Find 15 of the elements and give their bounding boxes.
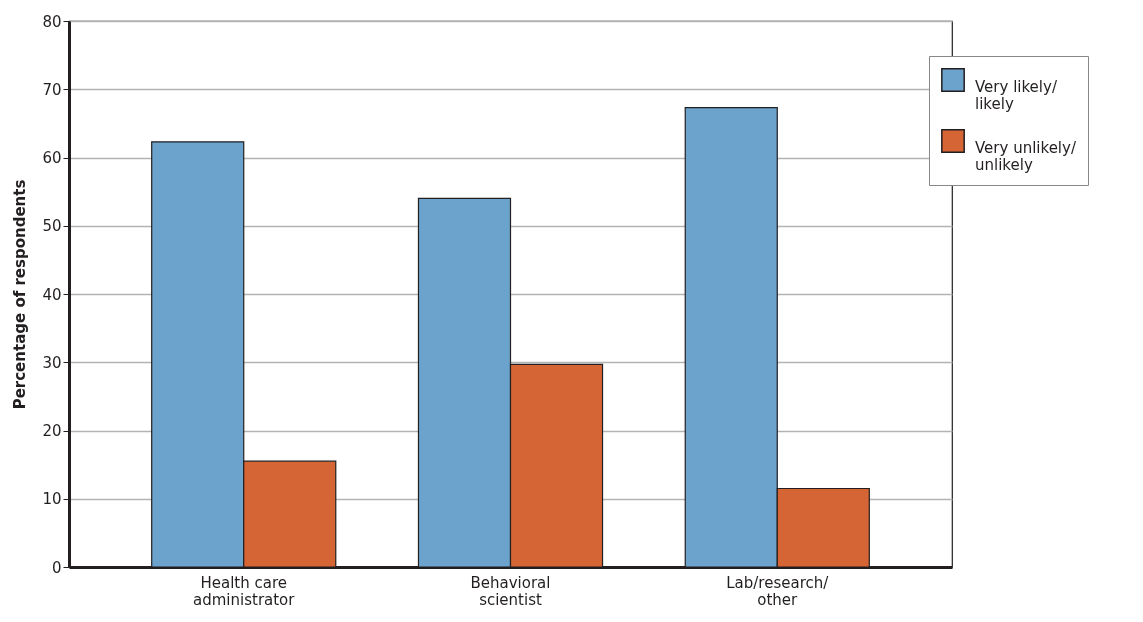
y-tick-label: 30 <box>42 353 62 372</box>
y-tick-label: 20 <box>42 422 62 440</box>
y-tick-label: 60 <box>42 149 62 167</box>
x-tick-label: Behavioral scientist <box>470 573 551 609</box>
y-tick-label: 50 <box>42 217 62 236</box>
y-tick-label: 0 <box>51 558 62 577</box>
y-tick-label: 70 <box>42 80 62 99</box>
legend-label: Very likely/likely <box>975 78 1058 113</box>
x-tick-label: Lab/research/other <box>726 573 830 609</box>
x-tick-label: Health care administrator <box>193 573 296 609</box>
legend-label: Very unlikely/unlikely <box>975 139 1077 174</box>
y-tick-label: 40 <box>42 285 62 304</box>
y-axis-title: Percentage of respondents <box>11 179 30 410</box>
y-tick-label: 10 <box>42 490 62 509</box>
y-tick-label: 80 <box>42 12 62 31</box>
